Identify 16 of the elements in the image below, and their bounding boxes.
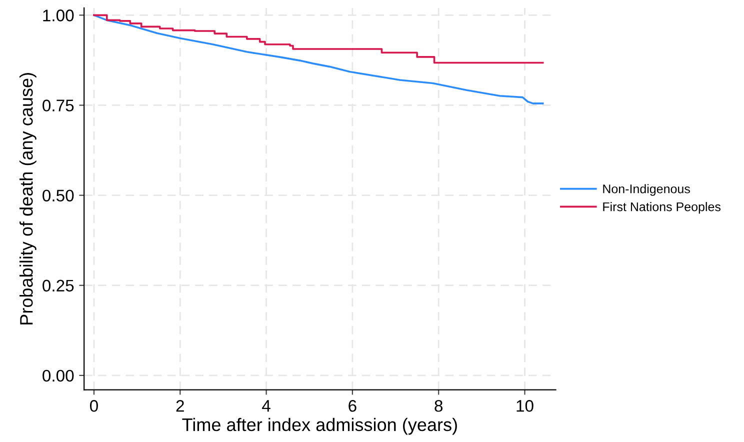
y-tick-label: 0.50 xyxy=(42,190,74,202)
x-tick-label: 2 xyxy=(176,400,184,412)
x-tick-label: 4 xyxy=(262,400,270,412)
y-tick-label: 0.00 xyxy=(42,370,74,382)
x-tick-label: 10 xyxy=(516,400,534,412)
line-series xyxy=(93,14,544,104)
x-tick-label: 6 xyxy=(348,400,356,412)
y-tick-label: 1.00 xyxy=(43,10,74,22)
x-axis-title: Time after index admission (years) xyxy=(182,418,457,435)
x-tick-label: 0 xyxy=(90,400,98,412)
y-tick-label: 0.75 xyxy=(42,100,74,112)
y-tick-label: 0.25 xyxy=(42,280,74,292)
legend-label: Non-Indigenous xyxy=(603,184,690,196)
x-tick-label: 8 xyxy=(434,400,443,412)
y-axis-title: Probability of death (any cause) xyxy=(20,73,36,324)
legend-label: First Nations Peoples xyxy=(603,202,721,214)
